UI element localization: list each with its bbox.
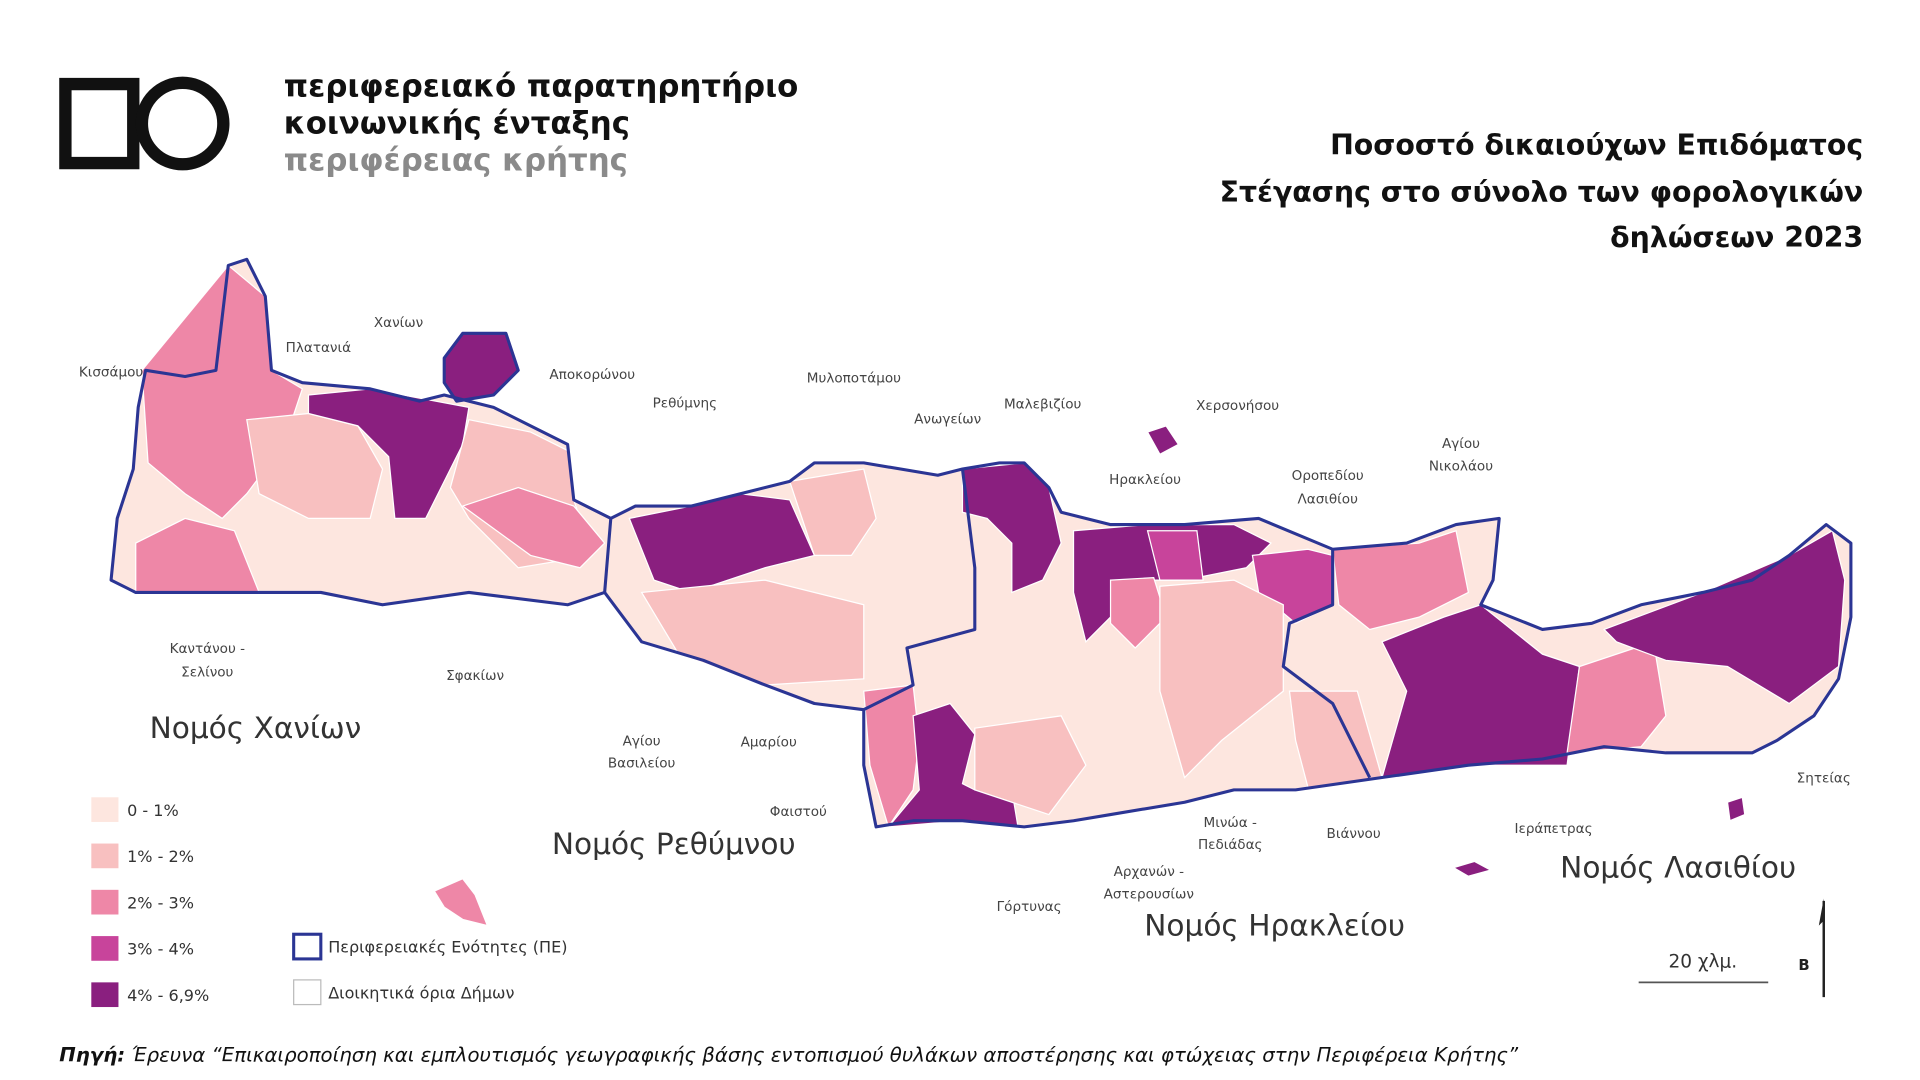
scale-label: 20 χλμ. [1668,952,1737,973]
north-arrow-head [1818,898,1824,926]
pe-boundary [603,518,613,593]
municipality-label: Βασιλείου [608,756,676,772]
source-label: Πηγή: [59,1043,125,1066]
legend-label: 2% - 3% [127,893,194,912]
prefecture-label: Νομός Ηρακλείου [1144,908,1405,942]
legend-label: 1% - 2% [127,847,194,866]
municipality-label: Αποκορώνου [549,367,635,383]
source-text: Έρευνα “Επικαιροποίηση και εμπλουτισμός … [131,1043,1518,1066]
municipality-label: Βιάννου [1327,826,1381,842]
legend-label: Περιφερειακές Ενότητες (ΠΕ) [328,938,567,957]
legend-label: 4% - 6,9% [127,986,209,1005]
prefecture-label: Νομός Λασιθίου [1560,850,1796,884]
prefecture-label: Νομός Χανίων [150,711,362,745]
legend-label: 0 - 1% [127,801,179,820]
logo-line: περιφέρειας κρήτης [284,142,628,178]
title-line: δηλώσεων 2023 [1610,221,1863,254]
pe-boundary [863,468,977,712]
region [1331,529,1470,631]
municipality-label: Μαλεβιζίου [1004,397,1082,413]
municipality-label: Καντάνου - [170,641,246,657]
region [1109,576,1167,649]
municipality-label: Χανίων [374,315,423,331]
municipality-label: Αστερουσίων [1104,886,1194,902]
koufonisi [1726,796,1746,822]
legend-swatch [91,843,119,869]
municipality-label: Γόρτυνας [997,899,1062,915]
municipality-label: Λασιθίου [1297,492,1358,508]
municipality-label: Μινώα - [1204,815,1257,831]
municipality-label: Αγίου [1442,436,1480,452]
municipality-label: Μυλοποτάμου [807,371,901,387]
dia [1146,425,1180,456]
municipality-label: Πλατανιά [286,340,351,356]
municipality-label: Αγίου [623,733,661,749]
legend-swatch [91,936,119,961]
region [640,579,865,686]
municipality-label: Κισσάμου [79,365,144,381]
municipality-label: Νικολάου [1429,458,1493,474]
municipality-label: Ρεθύμνης [653,395,717,411]
legend-label: 3% - 4% [127,940,194,959]
municipality-label: Ηρακλείου [1109,472,1181,488]
legend: 0 - 1% 1% - 2% 2% - 3% 3% - 4% 4% - 6,9% [91,797,209,1008]
legend-swatch [91,982,119,1008]
legend-swatch [91,889,119,915]
chrysi [1452,860,1493,877]
legend-pe-swatch [292,932,323,961]
municipality-label: Φαιστού [770,804,827,820]
municipality-label: Αρχανών - [1114,864,1184,880]
region [1146,530,1204,581]
municipality-label: Σητείας [1797,770,1851,786]
source: Πηγή: Έρευνα “Επικαιροποίηση και εμπλουτ… [59,1043,1519,1066]
region [788,468,877,557]
pe-boundary [1281,549,1372,779]
legend-label: Διοικητικά όρια Δήμων [328,983,514,1002]
municipality-label: Οροπεδίου [1292,468,1364,484]
north-label: Β [1798,957,1809,974]
title-line: Ποσοστό δικαιούχων Επιδόματος [1330,128,1863,161]
region [461,486,606,569]
municipality-label: Σελίνου [181,664,233,680]
region [1159,579,1284,779]
logo-line: κοινωνικής ένταξης [284,105,630,141]
region [1602,529,1846,705]
logo-line: περιφερειακό παρατηρητήριο [284,68,798,104]
logo [59,76,230,171]
municipality-label: Αμαρίου [741,735,797,751]
municipality-label: Πεδιάδας [1198,837,1263,853]
municipality-labels: Χανίων Πλατανιά Κισσάμου Αποκορώνου Ρεθύ… [79,315,1851,915]
map [109,257,1853,927]
region [974,715,1087,816]
region [307,388,470,520]
municipality-label: Ιεράπετρας [1514,821,1592,837]
title-line: Στέγασης στο σύνολο των φορολογικών [1220,175,1864,208]
legend-swatch [91,797,119,822]
gavdos [433,877,489,927]
pe-outline [109,257,1853,829]
municipality-label: Χερσονήσου [1196,398,1279,414]
legend-dimos-swatch [293,979,322,1006]
prefecture-label: Νομός Ρεθύμνου [552,827,796,861]
municipality-label: Σφακίων [446,668,504,684]
pe-outline [442,331,520,403]
municipality-label: Ανωγείων [914,411,981,427]
